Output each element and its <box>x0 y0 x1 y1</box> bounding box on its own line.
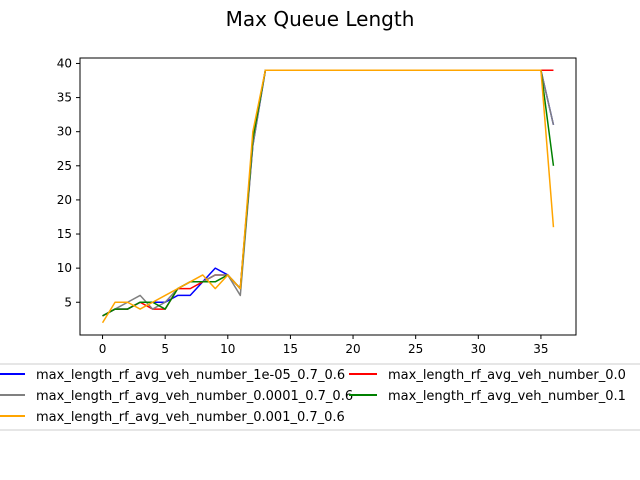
chart-title: Max Queue Length <box>226 7 415 31</box>
legend: max_length_rf_avg_veh_number_1e-05_0.7_0… <box>0 363 640 431</box>
x-tick-label: 20 <box>345 342 360 356</box>
y-tick-label: 30 <box>57 125 72 139</box>
x-tick-label: 15 <box>283 342 298 356</box>
legend-label: max_length_rf_avg_veh_number_1e-05_0.7_0… <box>36 368 345 383</box>
series-line-4 <box>102 69 555 317</box>
legend-label: max_length_rf_avg_veh_number_0.001_0.7_0… <box>36 410 345 425</box>
x-tick-label: 30 <box>471 342 486 356</box>
legend-box <box>0 363 640 431</box>
legend-label: max_length_rf_avg_veh_number_0.1 <box>388 389 626 404</box>
legend-label: max_length_rf_avg_veh_number_0.0001_0.7_… <box>36 389 353 404</box>
y-tick-label: 25 <box>57 159 72 173</box>
x-tick-label: 25 <box>408 342 423 356</box>
y-tick-label: 20 <box>57 193 72 207</box>
x-tick-label: 10 <box>220 342 235 356</box>
series-line-2 <box>102 69 554 317</box>
legend-label: max_length_rf_avg_veh_number_0.0 <box>388 368 626 383</box>
y-tick-label: 10 <box>57 261 72 275</box>
plot-frame <box>79 57 577 336</box>
x-tick-label: 0 <box>99 342 107 356</box>
y-tick-label: 35 <box>57 91 72 105</box>
x-tick-label: 5 <box>161 342 169 356</box>
series-line-5 <box>101 69 555 324</box>
series-line-3 <box>102 69 555 317</box>
y-tick-label: 5 <box>64 295 72 309</box>
series-lines <box>101 69 555 324</box>
y-tick-label: 40 <box>57 56 72 70</box>
axes: 0 5 10 15 20 25 30 35 5 10 15 20 25 30 35 40 <box>57 56 577 356</box>
x-tick-label: 35 <box>533 342 548 356</box>
y-tick-label: 15 <box>57 227 72 241</box>
series-line-1 <box>102 69 555 317</box>
